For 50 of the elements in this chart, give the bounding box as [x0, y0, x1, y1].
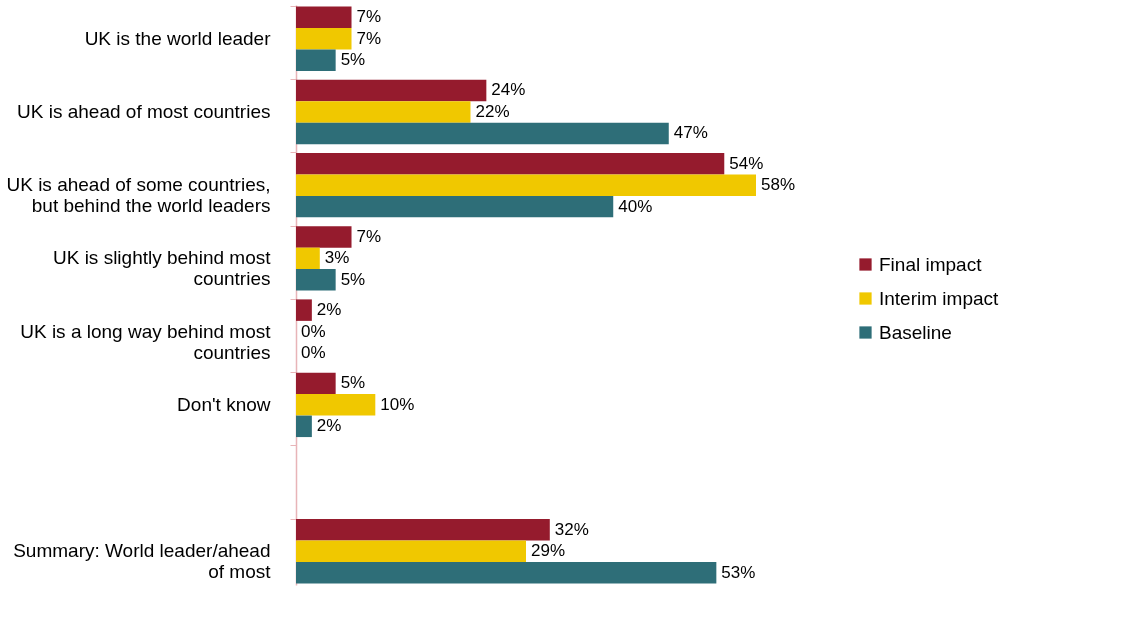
legend-label: Baseline — [879, 321, 952, 343]
data-label: 10% — [380, 394, 415, 414]
bar — [296, 519, 550, 541]
data-label: 53% — [721, 562, 756, 582]
y-tick-label: UK is ahead of some countries, but behind the world leaders — [6, 174, 271, 217]
data-label: 7% — [356, 7, 382, 27]
legend-label: Interim impact — [879, 287, 1000, 309]
bar — [296, 299, 312, 321]
data-label: 22% — [475, 101, 510, 121]
data-label: 0% — [301, 343, 326, 363]
bar — [296, 79, 487, 102]
data-label: 58% — [761, 175, 796, 195]
bar — [296, 562, 717, 584]
data-label: 3% — [324, 248, 350, 268]
bar — [296, 101, 471, 123]
y-tick-label: UK is ahead of most countries — [17, 100, 271, 122]
bar — [296, 226, 352, 248]
data-label: 5% — [340, 373, 366, 393]
data-label: 54% — [729, 153, 764, 173]
bar — [296, 247, 320, 270]
bar — [296, 6, 352, 28]
data-label: 47% — [673, 123, 708, 143]
y-tick-label: UK is slightly behind most countries — [52, 247, 272, 290]
data-label: 7% — [356, 226, 382, 246]
data-label: 2% — [316, 300, 342, 320]
bar — [296, 372, 336, 395]
bar — [296, 122, 669, 145]
bar — [296, 27, 352, 50]
bar — [296, 49, 336, 71]
bar — [296, 269, 336, 291]
data-label: 24% — [491, 80, 526, 100]
bar — [296, 195, 614, 218]
y-tick-label: UK is the world leader — [84, 27, 272, 49]
bar — [296, 415, 312, 438]
bar — [296, 540, 526, 563]
data-label: 7% — [356, 28, 382, 48]
y-tick-label: Don't know — [177, 393, 271, 415]
bar — [296, 174, 756, 196]
y-tick-label: Summary: World leader/ahead of most — [13, 540, 272, 583]
data-label: 2% — [316, 416, 342, 436]
data-label: 5% — [340, 50, 366, 70]
legend-label: Final impact — [879, 253, 983, 275]
y-tick-label: UK is a long way behind most countries — [20, 320, 272, 363]
bar — [296, 394, 376, 416]
data-label: 5% — [340, 269, 366, 289]
bar — [296, 152, 725, 175]
data-label: 32% — [554, 519, 589, 539]
data-label: 0% — [301, 321, 326, 341]
data-label: 40% — [618, 196, 653, 216]
data-label: 29% — [531, 541, 566, 561]
